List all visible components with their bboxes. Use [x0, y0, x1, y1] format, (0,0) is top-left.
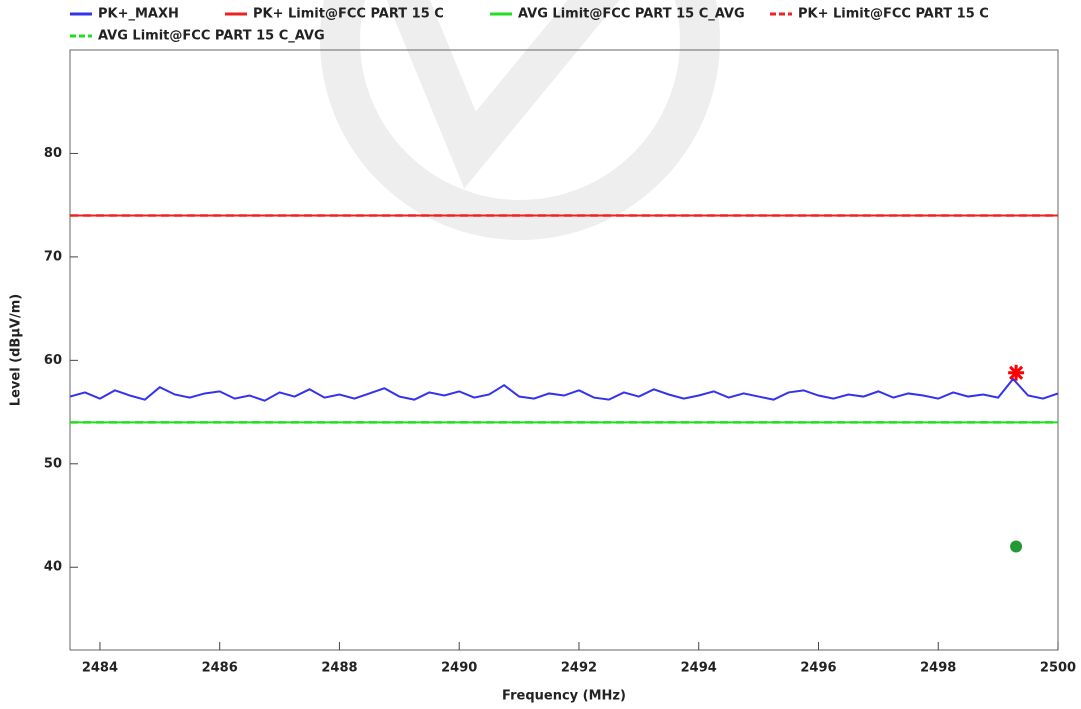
legend-item: PK+ Limit@FCC PART 15 C: [770, 7, 989, 22]
legend-label: PK+_MAXH: [98, 7, 179, 22]
legend-label: AVG Limit@FCC PART 15 C_AVG: [518, 7, 745, 22]
marker-dot: [1010, 540, 1023, 553]
legend-item: PK+_MAXH: [70, 7, 179, 22]
plot-frame: [69, 49, 1059, 651]
x-tick-label: 2492: [561, 661, 597, 676]
legend-item: AVG Limit@FCC PART 15 C_AVG: [490, 7, 745, 22]
legend-item: PK+ Limit@FCC PART 15 C: [225, 7, 444, 22]
y-tick-label: 50: [44, 456, 62, 471]
legend-label: PK+ Limit@FCC PART 15 C: [798, 7, 989, 22]
legend-label: AVG Limit@FCC PART 15 C_AVG: [98, 29, 325, 44]
y-tick-label: 70: [44, 249, 62, 264]
marker-asterisk: [1008, 364, 1025, 381]
legend-item: AVG Limit@FCC PART 15 C_AVG: [70, 29, 325, 44]
x-tick-label: 2488: [321, 661, 357, 676]
watermark-ring: [320, 0, 720, 240]
y-tick-label: 40: [44, 560, 62, 575]
series-line: [69, 377, 1059, 402]
y-tick-label: 60: [44, 353, 62, 368]
x-tick-label: 2486: [202, 661, 238, 676]
x-tick-label: 2484: [82, 661, 118, 676]
x-tick-label: 2490: [441, 661, 477, 676]
x-tick-label: 2500: [1040, 661, 1076, 676]
x-tick-label: 2498: [920, 661, 956, 676]
watermark: [320, 0, 720, 240]
y-tick-label: 80: [44, 146, 62, 161]
y-axis-label: Level (dBµV/m): [9, 294, 24, 406]
watermark-v: [386, 0, 620, 189]
x-tick-label: 2494: [681, 661, 717, 676]
legend-label: PK+ Limit@FCC PART 15 C: [253, 7, 444, 22]
x-axis-label: Frequency (MHz): [502, 689, 626, 704]
x-tick-label: 2496: [800, 661, 836, 676]
